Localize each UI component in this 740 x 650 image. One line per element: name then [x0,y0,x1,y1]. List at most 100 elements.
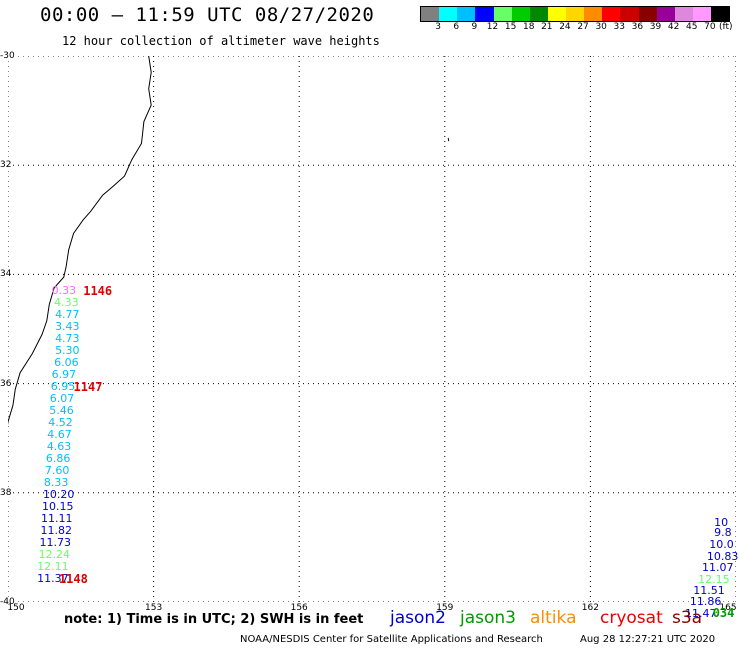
pass-time-label: 1147 [73,379,103,394]
longitude-label: 153 [145,603,163,613]
swh-value: 12.11 [37,560,69,574]
colorbar-swatch [566,7,585,21]
colorbar-label: 3 [435,22,441,32]
colorbar [420,6,730,22]
swh-value: 4.52 [48,415,73,429]
colorbar-swatch [711,7,730,21]
map-title: 00:00 – 11:59 UTC 08/27/2020 [40,4,375,26]
legend-jason3: jason3 [460,608,516,628]
colorbar-swatch [421,7,440,21]
colorbar-swatch [620,7,639,21]
swh-value: 11.82 [40,524,73,538]
colorbar-swatch [656,7,675,21]
colorbar-swatch [674,7,693,21]
latitude-label: -40 [0,597,15,607]
swh-value: 6.95 [50,379,76,393]
swh-value: 4.77 [55,307,80,321]
colorbar-label: 24 [559,22,571,32]
colorbar-label: 12 [486,22,499,32]
coastline [8,56,152,426]
colorbar-label: 6 [453,22,460,32]
pass-time-label: 034 [712,605,735,620]
swh-value: 10.15 [41,499,74,513]
footer-credit: NOAA/NESDIS Center for Satellite Applica… [240,634,543,645]
colorbar-swatch [475,7,494,21]
colorbar-label: 70 [704,22,716,32]
swh-value: 12.24 [38,548,71,562]
colorbar-label: 9 [471,22,478,32]
colorbar-label: 15 [504,22,517,32]
colorbar-label: 42 [667,22,680,32]
colorbar-swatch [584,7,603,21]
longitude-label: 159 [436,603,454,613]
colorbar-swatch [493,7,512,21]
colorbar-swatch [638,7,657,21]
island [447,137,450,142]
colorbar-label: 39 [649,22,662,32]
legend-s3a: s3a [672,608,703,628]
legend-altika: altika [530,608,577,628]
swh-value: 4.63 [46,439,72,453]
colorbar-swatch [439,7,458,21]
colorbar-label: 30 [595,22,607,32]
colorbar-label: 45 [686,22,698,32]
swh-value: 11.11 [41,512,73,525]
colorbar-swatch [529,7,548,21]
latitude-label: 32 [0,160,12,171]
colorbar-label: 18 [522,22,535,32]
swh-value: 11.37 [37,572,69,586]
colorbar-swatch [602,7,621,21]
longitude-label: 150 [7,603,25,613]
swh-value: 10.0 [709,538,734,552]
colorbar-label: 36 [631,22,644,32]
latitude-label: 38 [0,487,12,498]
pass-time-label: 1148 [58,572,88,587]
map-note: note: 1) Time is in UTC; 2) SWH is in fe… [64,612,364,627]
footer-timestamp: Aug 28 12:27:21 UTC 2020 [580,634,716,645]
swh-value: 11.07 [702,561,734,575]
swh-value: 6.07 [49,391,75,405]
colorbar-unit: (ft) [719,22,733,32]
colorbar-swatch [511,7,530,21]
colorbar-swatch [547,7,566,21]
colorbar-label: 33 [613,22,626,32]
colorbar-swatch [457,7,476,21]
latitude-label: -30 [0,51,15,61]
longitude-label: 156 [290,603,308,613]
latitude-label: 36 [0,378,12,389]
map-plot [8,56,736,602]
swh-value: 11.51 [693,584,725,598]
swh-value: 11.47 [685,607,717,620]
colorbar-label: 21 [541,22,553,32]
swh-value: 10.83 [706,550,739,564]
swh-value: 3.43 [55,319,80,333]
swh-value: 11.86 [689,595,722,608]
legend-jason2: jason2 [390,608,446,628]
swh-value: 7.60 [44,463,70,477]
pass-time-label: 1146 [83,283,113,298]
swh-value: 6.86 [45,451,71,465]
swh-value: 10.20 [42,487,75,501]
swh-value: 5.30 [55,343,80,357]
swh-value: 6.06 [54,355,79,369]
swh-value: 11.73 [39,536,72,550]
swh-value: 4.73 [55,331,80,345]
swh-value: 10 [714,515,729,529]
legend-cryosat: cryosat [600,608,663,628]
colorbar-swatch [692,7,711,21]
graticule [8,56,736,602]
swh-value: 5.46 [49,403,74,417]
swh-value: 6.97 [51,367,77,381]
swh-value: 8.33 [43,475,69,489]
swh-value: 4.67 [47,427,72,441]
swh-value: 9.8 [714,526,732,540]
latitude-label: 34 [0,269,12,280]
longitude-label: 165 [719,603,737,613]
swh-value: 0.33 [51,283,77,297]
longitude-label: 162 [581,603,599,613]
map-subtitle: 12 hour collection of altimeter wave hei… [62,34,380,48]
swh-value: 4.33 [54,295,79,309]
swh-value: 12.15 [698,573,730,587]
colorbar-label: 27 [577,22,589,32]
